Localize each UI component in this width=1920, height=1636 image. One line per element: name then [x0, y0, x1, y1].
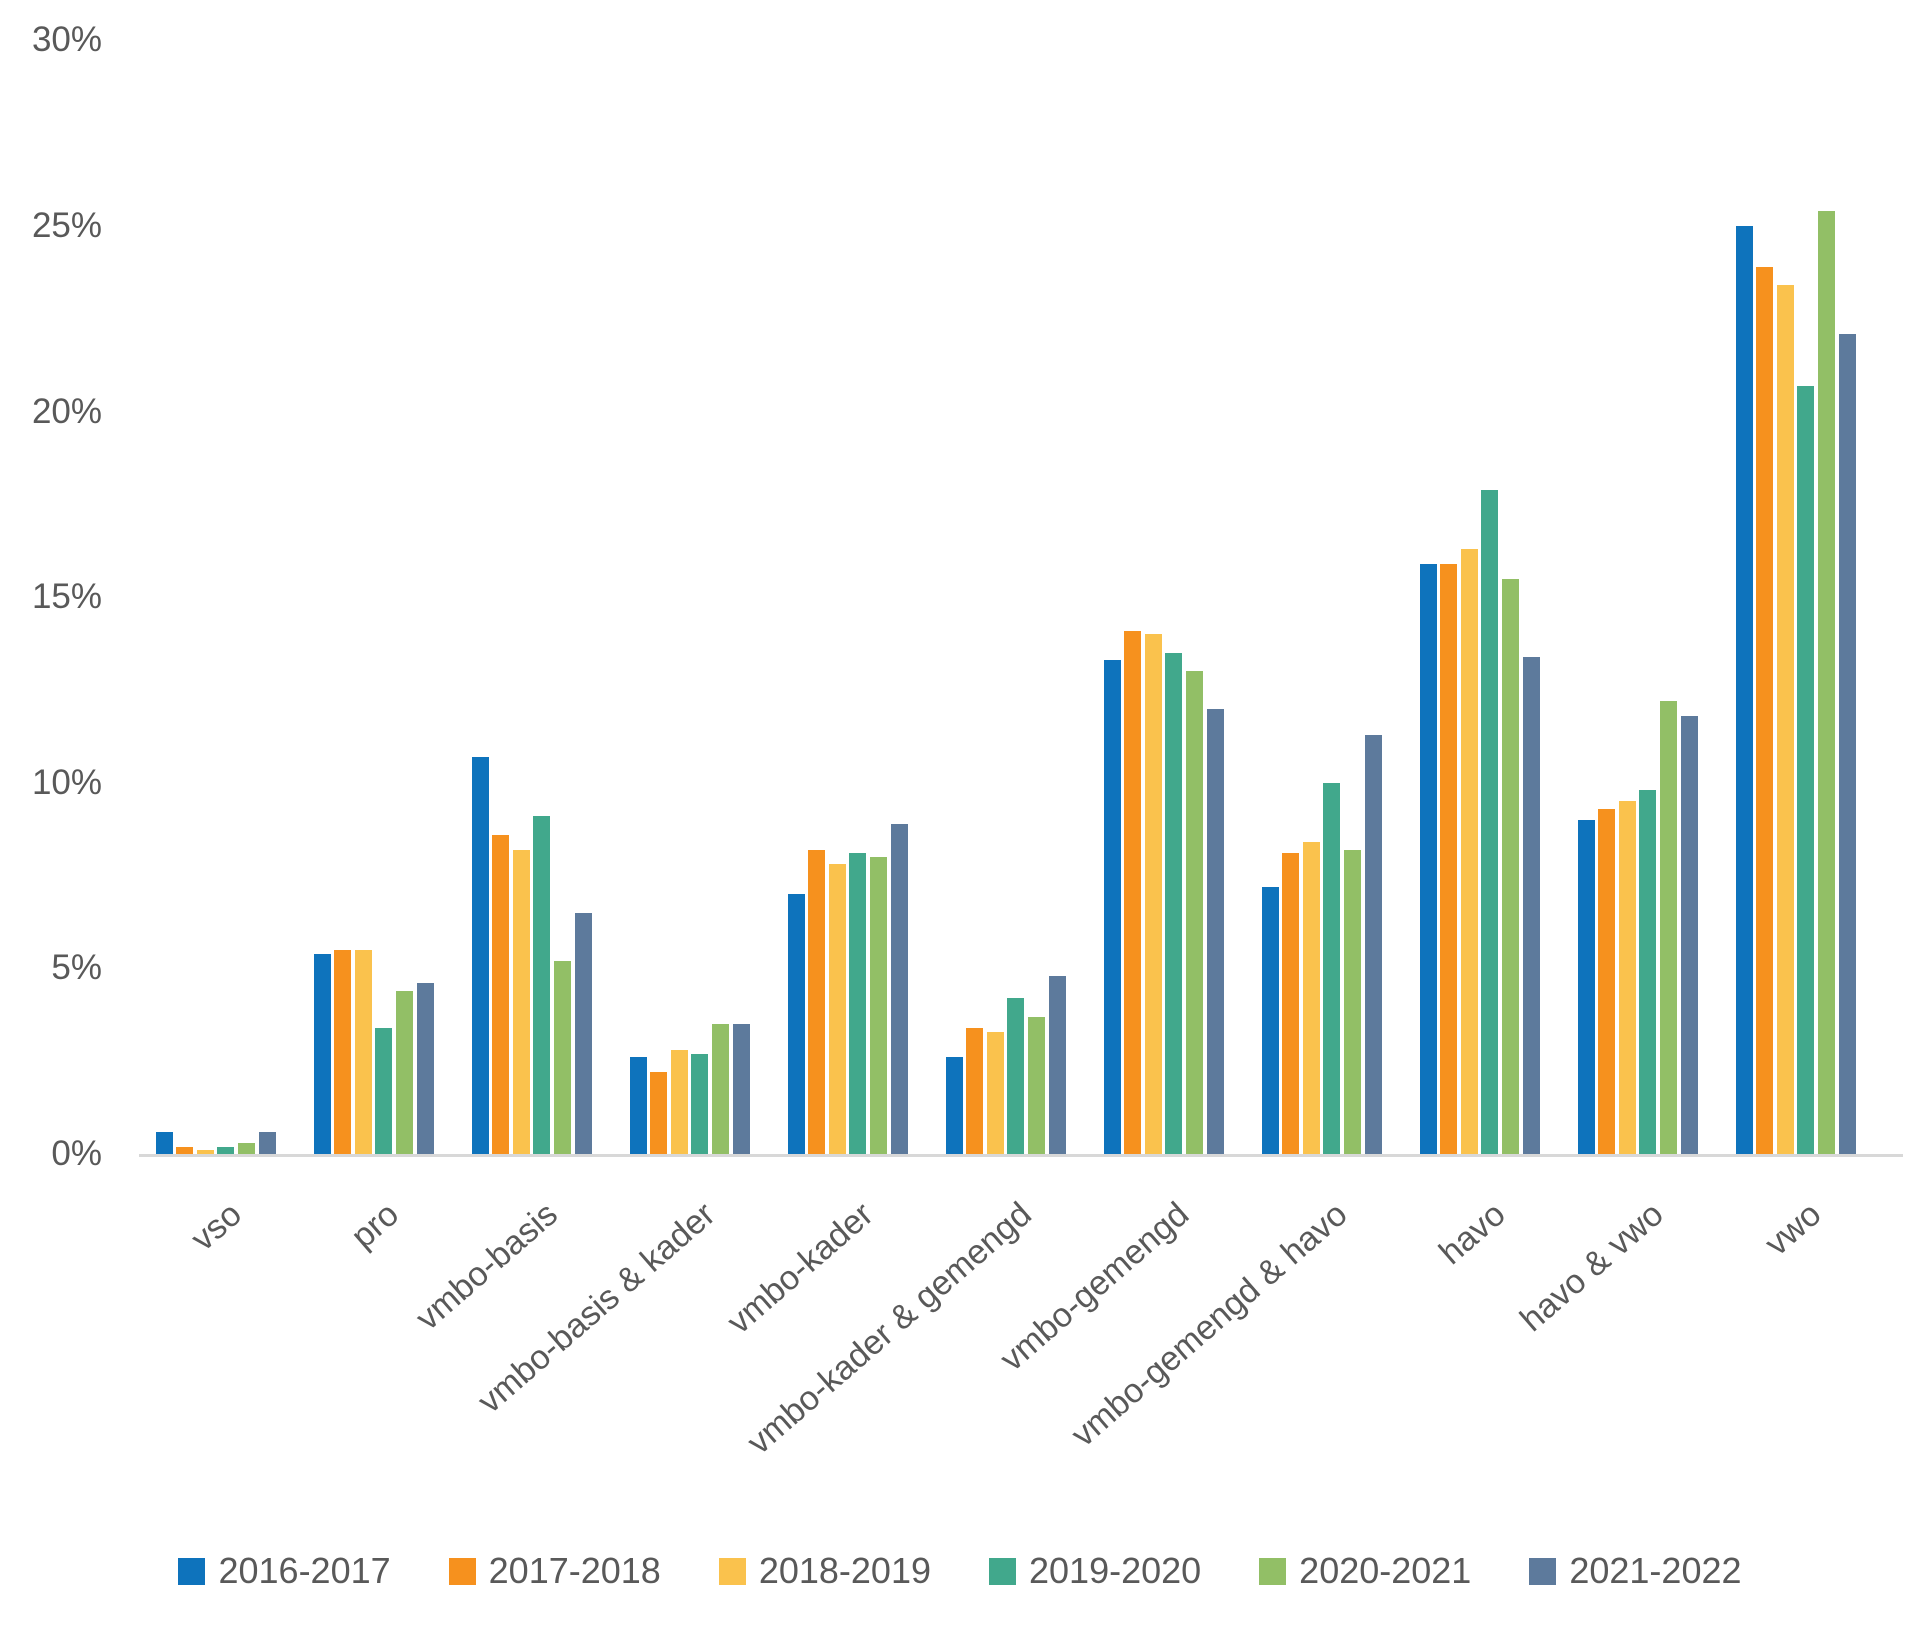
bar-2019-2020-havo-vwo [1639, 790, 1657, 1154]
bar-2018-2019-vmbo-kader [828, 864, 846, 1154]
bar-2020-2021-pro [396, 990, 413, 1154]
legend-swatch-icon [989, 1557, 1016, 1585]
bar-2021-2022-vmbo-kader-gemengd [1048, 975, 1066, 1154]
legend-label: 2016-2017 [218, 1550, 391, 1591]
bar-2020-2021-vmbo-kader [870, 857, 887, 1154]
bar-2018-2019-havo-vwo [1618, 801, 1636, 1154]
bar-2021-2022-vwo [1838, 333, 1856, 1154]
bar-2019-2020-vmbo-kader-gemengd [1007, 998, 1025, 1154]
bar-2020-2021-vwo [1818, 211, 1835, 1154]
bar-2017-2018-vmbo-gemengd-havo [1282, 853, 1300, 1154]
bar-2019-2020-vso [217, 1146, 235, 1154]
legend-label: 2019-2020 [1029, 1550, 1202, 1591]
y-tick-label-30: 30% [31, 20, 102, 60]
legend-swatch-icon [448, 1557, 476, 1585]
y-tick-label-15: 15% [31, 577, 102, 617]
bar-2021-2022-vso [258, 1131, 276, 1154]
bar-2017-2018-vmbo-kader [808, 849, 826, 1154]
legend-label: 2021-2022 [1569, 1550, 1742, 1591]
bar-2019-2020-pro [375, 1027, 393, 1154]
bar-2021-2022-vmbo-kader [890, 823, 908, 1154]
bar-2020-2021-havo-vwo [1660, 701, 1677, 1154]
y-tick-label-20: 20% [31, 391, 102, 431]
bar-2020-2021-vmbo-gemengd-havo [1344, 849, 1361, 1154]
bar-2017-2018-vmbo-gemengd [1124, 630, 1142, 1154]
legend-item-2017-2018: 2017-2018 [448, 1550, 661, 1592]
bar-2017-2018-havo-vwo [1598, 808, 1616, 1154]
bar-2019-2020-vmbo-gemengd [1165, 652, 1183, 1154]
bar-2019-2020-vmbo-basis-kader [691, 1053, 709, 1154]
bar-2021-2022-vmbo-gemengd-havo [1364, 734, 1382, 1154]
bar-2018-2019-pro [354, 949, 372, 1154]
bar-2021-2022-havo [1522, 656, 1540, 1154]
bar-2019-2020-vwo [1797, 385, 1815, 1154]
bar-2016-2017-pro [313, 953, 331, 1154]
bar-2016-2017-vmbo-kader-gemengd [945, 1057, 963, 1154]
bar-2017-2018-vmbo-kader-gemengd [966, 1027, 984, 1154]
y-tick-label-10: 10% [31, 762, 102, 802]
bar-2021-2022-pro [416, 983, 434, 1154]
bar-2016-2017-vwo [1735, 226, 1753, 1154]
x-axis-label-vwo: vwo [1757, 1195, 1829, 1264]
bar-2021-2022-havo-vwo [1680, 715, 1698, 1154]
bar-2017-2018-vmbo-basis [492, 834, 510, 1154]
bar-2018-2019-vmbo-gemengd-havo [1302, 842, 1320, 1154]
bar-2016-2017-vmbo-gemengd-havo [1261, 886, 1279, 1154]
legend-swatch-icon [178, 1557, 206, 1585]
legend-label: 2020-2021 [1299, 1550, 1472, 1591]
bar-2020-2021-vmbo-basis-kader [712, 1024, 729, 1154]
bar-2017-2018-havo [1440, 563, 1458, 1154]
bar-2020-2021-havo [1502, 578, 1519, 1154]
bar-2019-2020-havo [1481, 489, 1499, 1154]
bar-2018-2019-vmbo-basis-kader [670, 1050, 688, 1154]
bar-2021-2022-vmbo-basis [574, 912, 592, 1154]
bar-2021-2022-vmbo-gemengd [1206, 708, 1224, 1154]
legend-swatch-icon [1529, 1557, 1557, 1585]
bar-2020-2021-vmbo-gemengd [1186, 671, 1203, 1154]
bar-2016-2017-vmbo-kader [787, 894, 805, 1154]
legend-swatch-icon [1259, 1557, 1287, 1585]
x-axis-label-vmbo-kader-gemengd: vmbo-kader & gemengd [739, 1195, 1039, 1462]
bar-2017-2018-vwo [1756, 266, 1774, 1154]
legend-item-2021-2022: 2021-2022 [1529, 1550, 1742, 1592]
legend-item-2018-2019: 2018-2019 [718, 1550, 931, 1592]
bar-2020-2021-vmbo-basis [554, 960, 571, 1154]
legend-item-2020-2021: 2020-2021 [1259, 1550, 1471, 1592]
bar-2020-2021-vmbo-kader-gemengd [1028, 1016, 1045, 1154]
bar-2017-2018-vmbo-basis-kader [650, 1072, 668, 1154]
bar-2019-2020-vmbo-basis [533, 816, 551, 1154]
x-axis-label-vmbo-gemengd-havo: vmbo-gemengd & havo [1064, 1195, 1355, 1455]
bar-2016-2017-vmbo-basis [471, 756, 489, 1154]
bar-2018-2019-vmbo-kader-gemengd [986, 1031, 1004, 1154]
legend-item-2019-2020: 2019-2020 [989, 1550, 1201, 1592]
bar-2018-2019-vmbo-basis [512, 849, 530, 1154]
bar-2017-2018-vso [176, 1146, 194, 1154]
legend-label: 2018-2019 [758, 1550, 931, 1591]
bar-2018-2019-vso [196, 1150, 214, 1154]
y-tick-label-5: 5% [51, 948, 102, 988]
bar-2018-2019-havo [1460, 548, 1478, 1154]
bar-2019-2020-vmbo-kader [849, 853, 867, 1154]
x-axis-line [139, 1154, 1903, 1157]
legend: 2016-2017 2017-2018 2018-2019 2019-2020 2020… [0, 1550, 1920, 1592]
bar-2020-2021-vso [238, 1142, 255, 1154]
x-label-anchor-vwo: vwo [1374, 1195, 1829, 1263]
bar-2018-2019-vwo [1776, 285, 1794, 1154]
legend-item-2016-2017: 2016-2017 [178, 1550, 391, 1592]
bar-2016-2017-havo-vwo [1577, 819, 1595, 1154]
bar-2016-2017-vmbo-basis-kader [629, 1057, 647, 1154]
bar-2016-2017-vmbo-gemengd [1103, 660, 1121, 1154]
bar-2017-2018-pro [334, 949, 352, 1154]
bar-2018-2019-vmbo-gemengd [1144, 634, 1162, 1154]
bar-2016-2017-vso [155, 1131, 173, 1154]
legend-swatch-icon [718, 1557, 746, 1585]
y-tick-label-25: 25% [31, 206, 102, 245]
bar-2021-2022-vmbo-basis-kader [732, 1024, 750, 1154]
bar-2016-2017-havo [1419, 563, 1437, 1154]
legend-label: 2017-2018 [488, 1550, 661, 1591]
y-tick-label-0: 0% [51, 1134, 102, 1173]
bar-2019-2020-vmbo-gemengd-havo [1323, 782, 1341, 1154]
